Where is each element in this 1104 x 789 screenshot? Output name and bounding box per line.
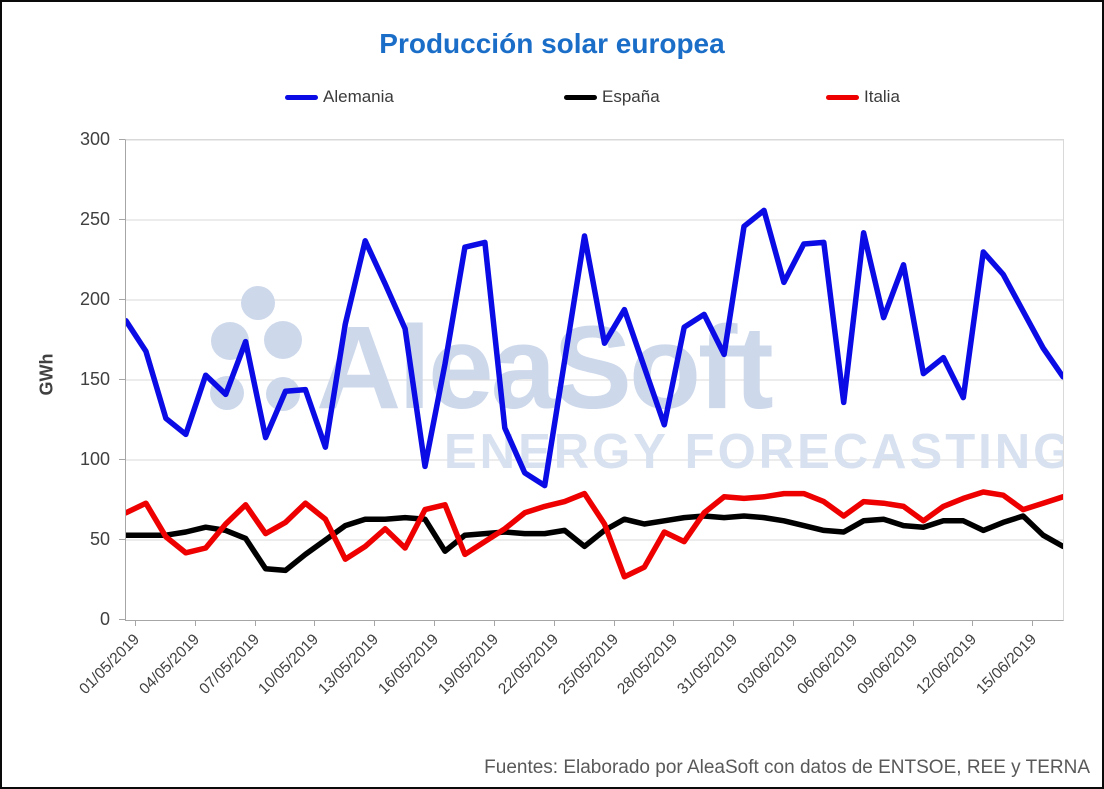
x-tick-mark bbox=[434, 620, 435, 626]
legend-swatch-alemania bbox=[285, 94, 318, 100]
watermark-logo-dot bbox=[264, 321, 302, 359]
x-tick-mark bbox=[852, 620, 854, 626]
aleasoft-watermark-logo: AleaSoft ENERGY FORECASTING bbox=[210, 286, 1063, 479]
x-tick-mark bbox=[493, 620, 495, 626]
y-tick-mark bbox=[119, 379, 125, 380]
line-series-italia bbox=[126, 489, 1063, 580]
data-lines bbox=[126, 207, 1063, 580]
watermark-logo-dot bbox=[241, 286, 275, 320]
y-tick-mark bbox=[119, 459, 125, 460]
chart-title: Producción solar europea bbox=[379, 28, 725, 59]
y-tick-label-150: 150 bbox=[79, 369, 110, 389]
x-tick-mark bbox=[972, 620, 974, 626]
x-tick-mark bbox=[673, 620, 675, 626]
legend-item-italia: Italia bbox=[826, 86, 900, 108]
x-tick-mark bbox=[912, 620, 914, 626]
y-tick-mark bbox=[119, 619, 125, 620]
y-tick-mark bbox=[119, 539, 125, 540]
line-series-espana bbox=[126, 513, 1063, 574]
plot-svg: AleaSoft ENERGY FORECASTING bbox=[126, 140, 1063, 580]
footer-source-text: Fuentes: Elaborado por AleaSoft con dato… bbox=[484, 757, 1090, 778]
watermark-brand-text: AleaSoft bbox=[316, 302, 772, 434]
legend-item-espana: España bbox=[564, 86, 660, 108]
x-tick-mark bbox=[792, 620, 794, 626]
y-tick-label-250: 250 bbox=[79, 209, 110, 229]
x-tick-mark bbox=[553, 620, 555, 626]
legend-label-espana: España bbox=[602, 87, 660, 106]
y-tick-label-100: 100 bbox=[79, 449, 110, 469]
x-tick-mark bbox=[1032, 620, 1034, 626]
x-tick-mark bbox=[374, 620, 376, 626]
x-tick-mark bbox=[314, 620, 316, 626]
y-tick-label-300: 300 bbox=[79, 129, 110, 149]
x-tick-mark bbox=[733, 620, 735, 626]
legend-swatch-italia bbox=[826, 94, 859, 100]
y-tick-mark bbox=[119, 299, 125, 300]
y-tick-label-0: 0 bbox=[99, 609, 110, 629]
y-tick-label-200: 200 bbox=[79, 289, 110, 309]
watermark-tagline-text: ENERGY FORECASTING bbox=[444, 425, 1063, 479]
legend-label-alemania: Alemania bbox=[323, 87, 394, 106]
y-tick-label-50: 50 bbox=[89, 529, 110, 549]
x-tick-mark bbox=[194, 620, 196, 626]
legend-item-alemania: Alemania bbox=[285, 86, 394, 108]
plot-area: AleaSoft ENERGY FORECASTING bbox=[125, 139, 1064, 621]
line-series-alemania bbox=[126, 207, 1063, 489]
x-tick-mark bbox=[254, 620, 256, 626]
y-tick-mark bbox=[119, 139, 125, 140]
x-tick-mark bbox=[613, 620, 615, 626]
x-tick-mark bbox=[135, 620, 136, 626]
y-tick-mark bbox=[119, 219, 125, 220]
legend-swatch-espana bbox=[564, 94, 597, 100]
legend-label-italia: Italia bbox=[864, 87, 900, 106]
